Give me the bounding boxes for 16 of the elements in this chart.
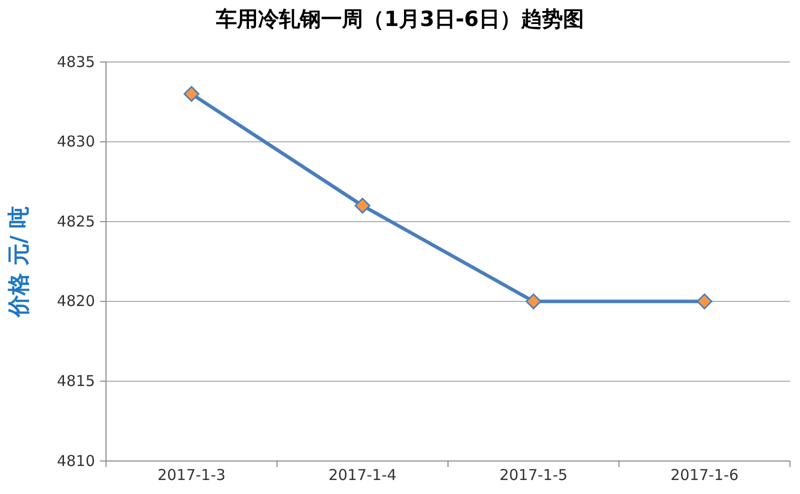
x-tick-label: 2017-1-5 — [499, 466, 568, 484]
point — [184, 86, 200, 102]
y-axis-title: 价格 元/ 吨 — [7, 206, 32, 318]
y-tick-label: 4825 — [56, 212, 95, 230]
y-tick-label: 4820 — [56, 292, 95, 310]
y-tick-label: 4810 — [56, 452, 95, 470]
y-tick-label: 4835 — [56, 52, 95, 71]
point — [354, 198, 370, 214]
x-tick-label: 2017-1-3 — [157, 466, 226, 484]
point — [696, 294, 712, 310]
chart-title: 车用冷轧钢一周（1月3日-6日）趋势图 — [215, 7, 584, 31]
y-tick-label: 4830 — [56, 132, 95, 151]
x-tick-label: 2017-1-6 — [670, 466, 739, 484]
point — [526, 294, 542, 310]
x-tick-label: 2017-1-4 — [328, 466, 397, 484]
y-tick-label: 4815 — [56, 372, 95, 390]
